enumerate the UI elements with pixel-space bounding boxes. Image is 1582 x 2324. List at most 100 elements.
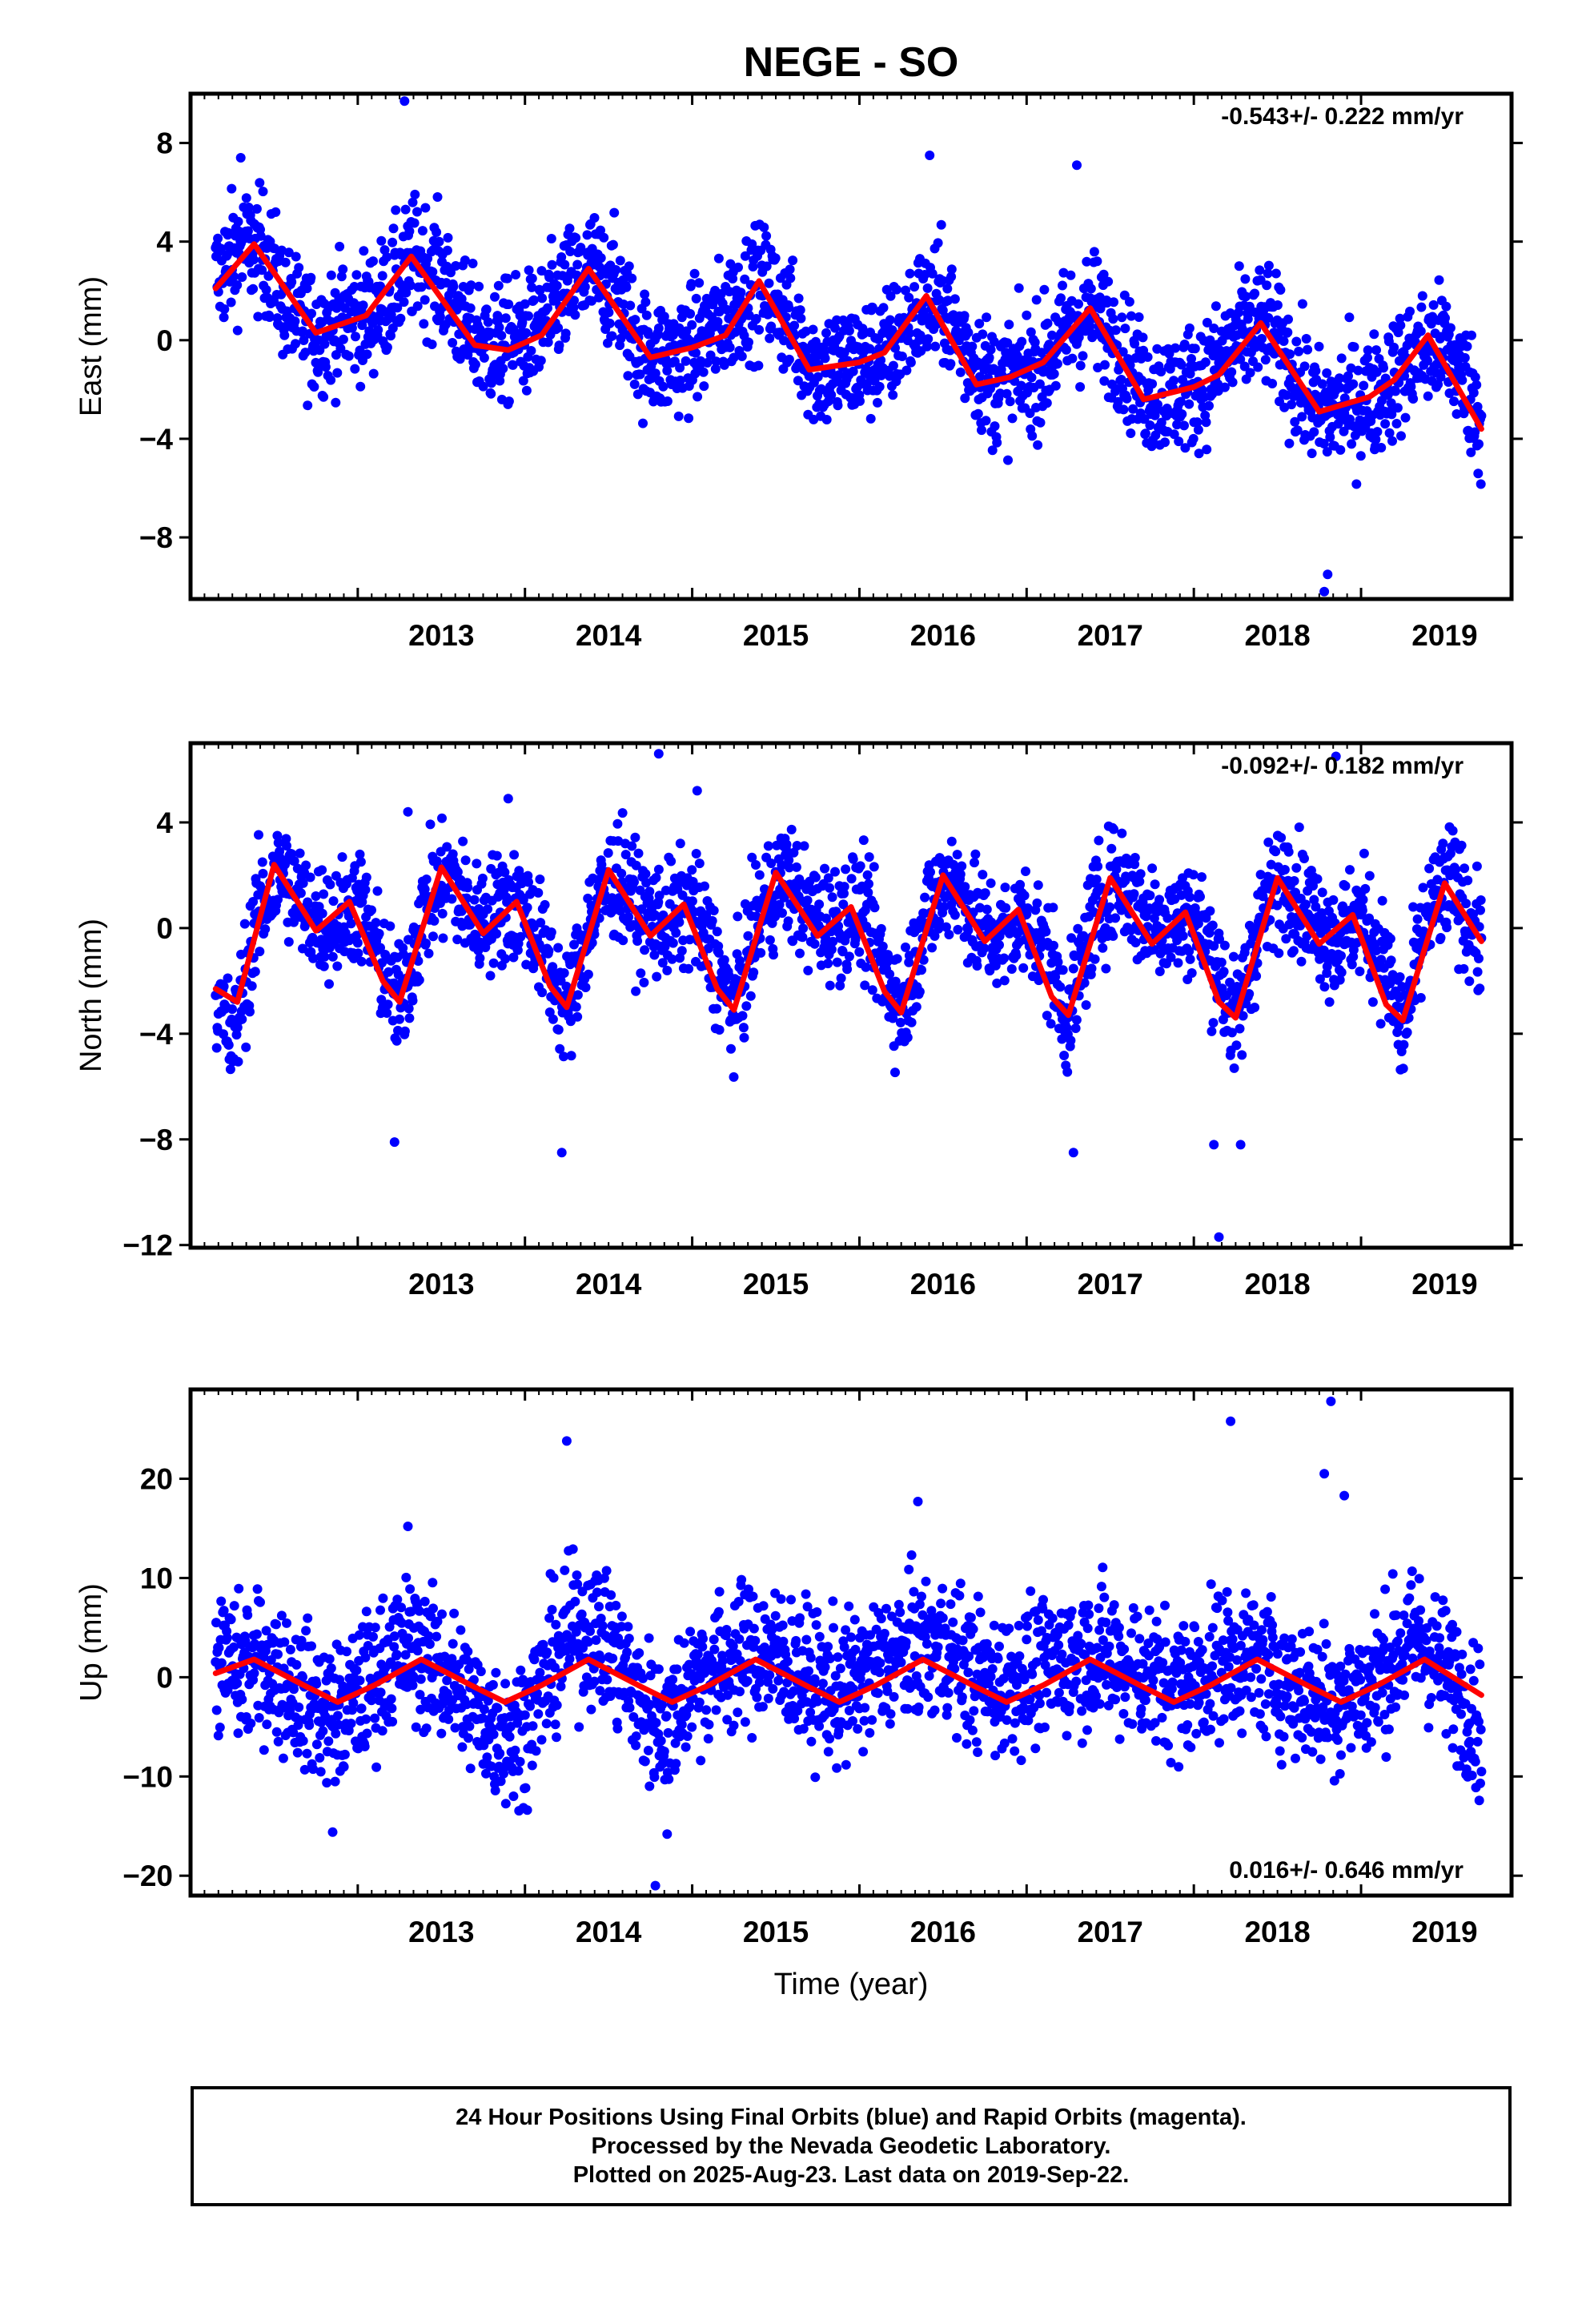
data-point [424,948,434,959]
data-point [797,932,808,943]
data-point [496,331,507,340]
data-point [396,313,406,324]
data-point [978,870,988,880]
data-point [243,203,254,212]
data-point [524,265,534,275]
outlier-point [925,151,935,160]
data-point [992,437,1002,448]
data-point [336,271,347,282]
data-point [1180,443,1191,453]
data-point [641,878,652,888]
data-point [867,302,877,312]
data-point [950,910,960,920]
data-point [685,336,695,346]
data-point [784,354,794,364]
data-point [435,312,445,322]
data-point [553,943,564,953]
data-point [1360,883,1371,894]
data-point [1152,344,1162,354]
data-point [319,392,329,402]
data-point [1324,997,1335,1007]
data-point [1116,375,1126,384]
data-point [813,372,823,382]
y-tick-label: 0 [156,324,173,357]
data-point [1294,346,1304,356]
data-point [1262,280,1272,291]
data-point [1090,954,1100,964]
data-point [1044,340,1054,350]
data-point [554,340,564,351]
data-point [1292,425,1303,436]
data-point [740,274,750,284]
data-point [712,1003,722,1014]
data-point [938,305,948,316]
data-point [1217,983,1227,994]
data-point [816,384,826,394]
data-point [630,315,640,325]
data-point [1423,356,1432,366]
data-point [1041,927,1051,937]
data-point [603,848,613,858]
data-point [599,232,609,243]
data-point [1431,359,1442,369]
data-point [1391,419,1402,428]
scatter-points [211,96,1487,597]
data-point [1098,269,1109,279]
data-point [1227,1027,1237,1038]
data-point [1122,393,1132,404]
data-point [625,300,636,311]
data-point [1398,1063,1408,1074]
data-point [864,852,874,862]
data-point [1111,864,1122,875]
data-point [1345,865,1355,875]
data-point [1205,906,1215,916]
data-point [488,958,499,968]
data-point [644,887,655,897]
data-point [1291,862,1302,873]
data-point [1160,437,1170,448]
data-point [1052,359,1062,369]
data-point [1349,342,1359,352]
x-tick-label: 2019 [1411,619,1477,652]
data-point [1255,870,1266,880]
data-point [1047,330,1057,340]
data-point [1011,951,1022,961]
data-point [636,968,646,979]
data-point [638,418,648,428]
data-point [1002,338,1013,348]
data-point [237,1014,247,1024]
data-point [946,359,956,369]
data-point [1042,318,1053,328]
data-point [227,1004,237,1015]
data-point [693,392,703,402]
data-point [705,350,716,360]
data-point [1461,899,1472,909]
data-point [1363,345,1373,356]
y-tick-label: −4 [139,423,174,456]
data-point [1451,864,1461,875]
data-point [1033,440,1043,450]
data-point [308,953,319,963]
data-point [659,312,669,322]
data-point [352,938,363,948]
data-point [359,246,369,256]
data-point [784,862,794,873]
data-point [400,1026,410,1036]
data-point [719,955,729,965]
data-point [793,293,804,304]
data-point [809,414,819,424]
data-point [571,233,581,243]
data-point [1438,838,1448,849]
data-point [640,945,650,955]
data-point [1001,903,1011,913]
data-point [791,862,801,872]
data-point [1219,940,1230,951]
data-point [1367,997,1378,1007]
data-point [640,297,651,308]
data-point [1476,479,1486,489]
data-point [524,311,533,321]
data-point [1082,256,1092,267]
data-point [978,329,988,340]
data-point [1476,411,1487,421]
